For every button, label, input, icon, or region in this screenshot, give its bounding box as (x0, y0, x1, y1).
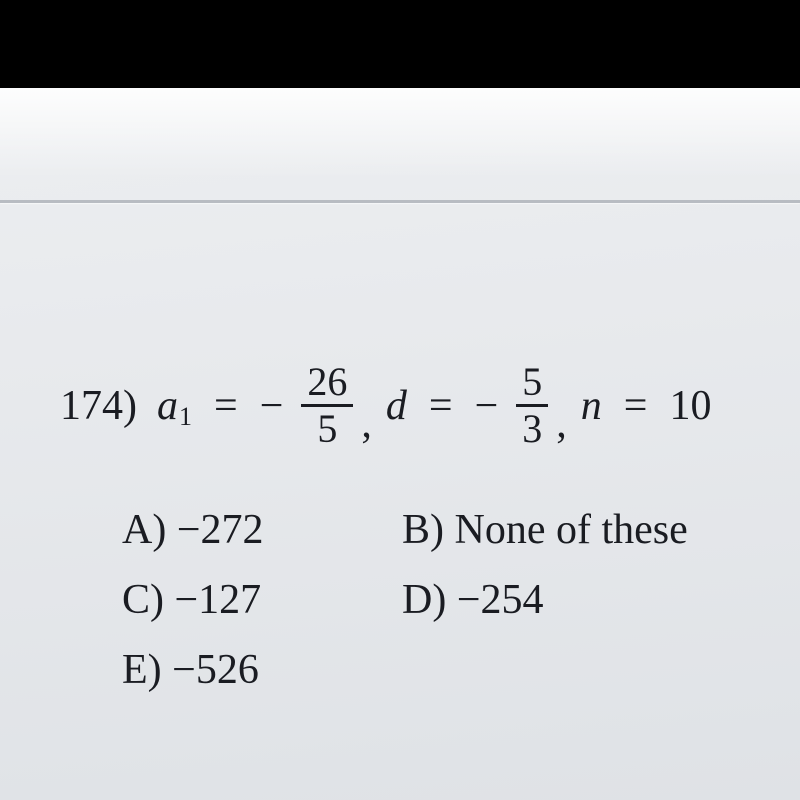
choice-b: B) None of these (402, 506, 770, 554)
choice-a: A) −272 (122, 506, 402, 554)
d-denominator: 3 (516, 407, 548, 451)
neg-2: − (475, 385, 499, 427)
var-n: n (581, 385, 602, 427)
question-number: 174) (60, 385, 137, 427)
choice-a-label: A) (122, 507, 166, 553)
a1-letter: a (157, 385, 178, 427)
equals-3: = (624, 385, 648, 427)
fraction-5-3: 5 3 (516, 360, 548, 451)
choice-e-value: −526 (172, 647, 259, 693)
a1-subscript: 1 (179, 404, 192, 430)
choice-d-label: D) (402, 577, 446, 623)
choice-d-value: −254 (457, 577, 544, 623)
choice-e: E) −526 (122, 646, 402, 694)
choice-c-value: −127 (175, 577, 262, 623)
choice-b-value: None of these (455, 507, 688, 553)
comma-2: , (556, 403, 567, 445)
answer-choices: A) −272 B) None of these C) −127 D) −254… (122, 506, 770, 694)
var-d: d (386, 385, 407, 427)
choice-e-label: E) (122, 647, 162, 693)
top-black-bar (0, 0, 800, 88)
screen-glare (0, 88, 800, 178)
problem-equation: 174) a 1 = − 26 5 , d = − 5 3 , n = 10 (60, 360, 770, 451)
question-content: 174) a 1 = − 26 5 , d = − 5 3 , n = 10 A… (60, 360, 770, 694)
choice-a-value: −272 (177, 507, 264, 553)
neg-1: − (260, 385, 284, 427)
choice-c-label: C) (122, 577, 164, 623)
horizontal-divider (0, 200, 800, 203)
choice-d: D) −254 (402, 576, 770, 624)
equals-2: = (429, 385, 453, 427)
comma-1: , (361, 403, 372, 445)
a1-denominator: 5 (311, 407, 343, 451)
var-a1: a 1 (157, 382, 192, 430)
n-value: 10 (669, 385, 711, 427)
choice-c: C) −127 (122, 576, 402, 624)
choice-b-label: B) (402, 507, 444, 553)
a1-numerator: 26 (301, 360, 353, 404)
fraction-26-5: 26 5 (301, 360, 353, 451)
equals-1: = (214, 385, 238, 427)
d-numerator: 5 (516, 360, 548, 404)
